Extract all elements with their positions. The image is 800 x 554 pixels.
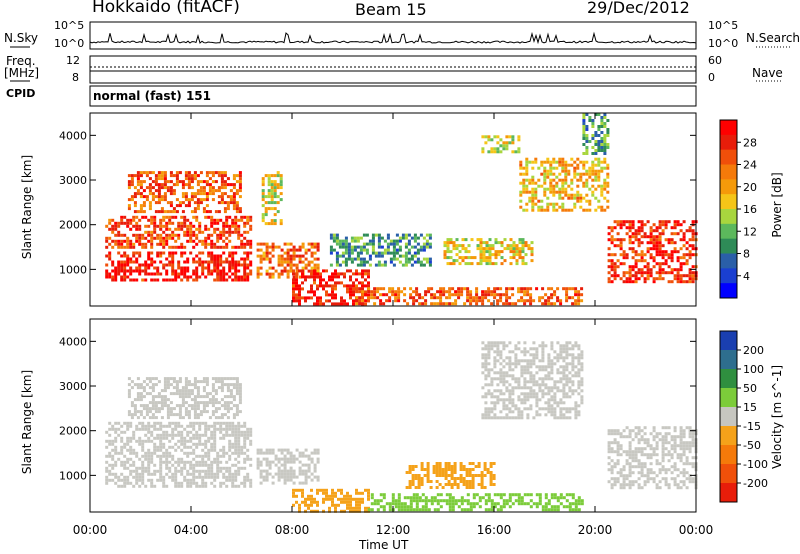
colorbar-tick-label: 28 <box>743 136 757 149</box>
colorbar-segment <box>720 134 737 151</box>
x-tick-label: 04:00 <box>174 523 209 537</box>
power-echo-region <box>329 233 432 267</box>
power-echo-region <box>607 220 698 284</box>
colorbar-tick-label: 20 <box>743 181 757 194</box>
nave-tick-bottom: 0 <box>708 71 715 84</box>
y-tick-label: 4000 <box>59 335 87 348</box>
colorbar-segment <box>720 179 737 195</box>
cpid-label: CPID <box>6 87 36 100</box>
nsearch-label: N.Search <box>746 31 800 45</box>
power-echo-region <box>105 251 253 282</box>
colorbar-tick-label: 50 <box>743 382 757 395</box>
colorbar-segment <box>720 426 737 446</box>
colorbar-segment <box>720 209 737 225</box>
colorbar-tick-label: 24 <box>743 159 757 172</box>
nsky-label: N.Sky <box>4 31 39 45</box>
y-tick-label: 3000 <box>59 380 87 393</box>
nsky-panel-frame <box>89 21 697 50</box>
nsearch-tick-bottom: 10^0 <box>708 37 739 50</box>
colorbar-segment <box>720 268 737 284</box>
velocity-echo-region <box>367 493 584 512</box>
colorbar-segment <box>720 388 737 408</box>
site-title: Hokkaido (fitACF) <box>92 0 240 17</box>
x-tick-label: 12:00 <box>376 523 411 537</box>
colorbar-tick-label: 4 <box>743 270 750 283</box>
power-echo-region <box>582 113 610 155</box>
velocity-echo-region <box>481 341 584 420</box>
colorbar-tick-label: -200 <box>743 477 768 490</box>
colorbar-tick-label: 8 <box>743 248 750 261</box>
freq-label-1: Freq. <box>6 54 36 68</box>
nsky-tick-bottom: 10^0 <box>54 37 85 50</box>
colorbar-tick-label: 16 <box>743 203 757 216</box>
freq-tick-bottom: 8 <box>72 71 79 84</box>
colorbar-segment <box>720 223 737 240</box>
y-tick-label: 4000 <box>59 129 87 142</box>
velocity-echo-region <box>105 421 253 488</box>
cpid-panel-frame <box>89 85 697 107</box>
colorbar-segment <box>720 369 737 389</box>
y-tick-label: 3000 <box>59 174 87 187</box>
colorbar-segment <box>720 464 737 484</box>
velocity-echo-region <box>256 448 320 485</box>
velocity-echo-region <box>292 488 370 513</box>
freq-panel-frame <box>89 55 697 84</box>
colorbar-tick-label: 100 <box>743 363 764 376</box>
power-echo-region <box>261 171 283 226</box>
colorbar-segment <box>720 238 737 254</box>
freq-tick-top: 12 <box>66 54 80 67</box>
x-tick-label: 00:00 <box>73 523 108 537</box>
colorbar-tick-label: -50 <box>743 439 761 452</box>
colorbar-segment <box>720 350 737 370</box>
power-plot <box>105 113 698 306</box>
power-echo-region <box>256 242 320 279</box>
x-tick-label: 00:00 <box>679 523 714 537</box>
colorbar-tick-label: 200 <box>743 344 764 357</box>
velocity-echo-region <box>607 426 698 490</box>
power-echo-region <box>443 238 534 266</box>
colorbar-segment <box>720 164 737 180</box>
power-echo-region <box>481 135 521 154</box>
colorbar-segment <box>720 283 737 299</box>
colorbar-segment <box>720 253 737 269</box>
colorbar-segment <box>720 407 737 427</box>
velocity-plot <box>105 341 698 513</box>
colorbar-segment <box>720 149 737 165</box>
y-tick-label: 2000 <box>59 425 87 438</box>
colorbar-tick-label: 15 <box>743 401 757 414</box>
x-axis-label: Time UT <box>359 538 409 552</box>
velocity-echo-region <box>405 462 496 489</box>
nsky-trace <box>89 31 697 45</box>
colorbar-segment <box>720 331 737 351</box>
colorbar-segment <box>720 483 737 503</box>
freq-label-2: [MHz] <box>4 66 40 80</box>
colorbar-segment <box>720 120 737 136</box>
y-tick-label: 2000 <box>59 219 87 232</box>
power-echo-region <box>105 215 253 249</box>
nave-label: Nave <box>752 66 783 80</box>
power-echo-region <box>355 287 584 306</box>
x-tick-label: 20:00 <box>578 523 613 537</box>
colorbar-tick-label: -100 <box>743 458 768 471</box>
nave-tick-top: 60 <box>708 54 722 67</box>
y-tick-label: 1000 <box>59 469 87 482</box>
nsky-tick-top: 10^5 <box>54 19 85 32</box>
velocity-colorbar <box>719 330 738 503</box>
power-echo-region <box>519 157 610 212</box>
beam-title: Beam 15 <box>355 0 427 19</box>
x-tick-label: 16:00 <box>477 523 512 537</box>
date-title: 29/Dec/2012 <box>587 0 690 17</box>
y-tick-label: 1000 <box>59 263 87 276</box>
x-tick-label: 08:00 <box>275 523 310 537</box>
nsearch-tick-top: 10^5 <box>708 19 739 32</box>
colorbar-tick-label: 12 <box>743 225 757 238</box>
power-echo-region <box>127 171 242 214</box>
velocity-echo-region <box>127 377 242 420</box>
cpid-value: normal (fast) 151 <box>93 89 211 103</box>
colorbar-segment <box>720 194 737 210</box>
colorbar-tick-label: -15 <box>743 420 761 433</box>
colorbar-segment <box>720 445 737 465</box>
